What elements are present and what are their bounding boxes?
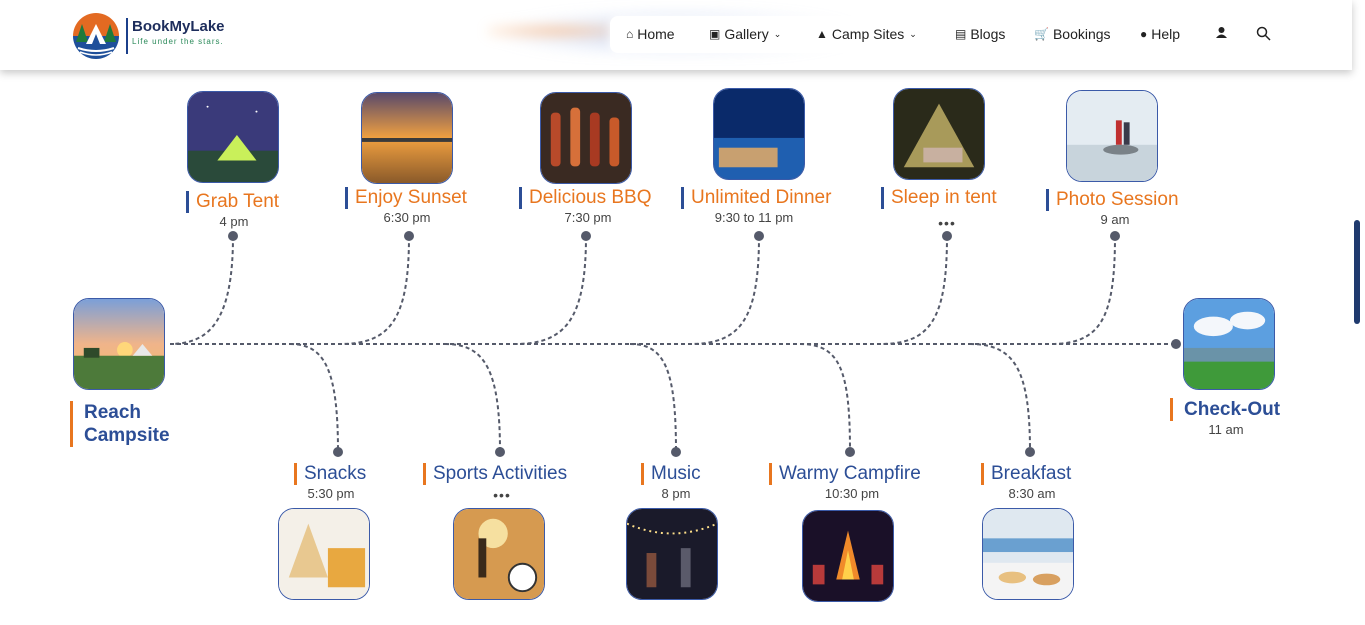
- snacks-image[interactable]: [278, 508, 370, 600]
- timeline-node: [404, 231, 414, 241]
- nav-camp-sites-label: Camp Sites: [831, 26, 905, 42]
- blog-icon: ▤: [955, 27, 967, 41]
- warmy-campfire-title: Warmy Campfire: [769, 463, 921, 485]
- grab-tent-image[interactable]: [187, 91, 279, 183]
- grab-tent-time: 4 pm: [219, 214, 249, 229]
- timeline-node: [581, 231, 591, 241]
- sandwich-photo-icon: [279, 509, 369, 599]
- check-out-label: Check-Out: [1170, 398, 1280, 421]
- timeline-node: [1025, 447, 1035, 457]
- timeline-node: [228, 231, 238, 241]
- account-button[interactable]: [1215, 26, 1228, 39]
- check-out-time: 11 am: [1208, 422, 1244, 437]
- nav-help[interactable]: ● Help: [1140, 26, 1180, 42]
- help-icon: ●: [1140, 27, 1148, 41]
- nav-gallery-label: Gallery: [724, 26, 769, 42]
- chevron-down-icon: ⌄: [773, 28, 782, 39]
- nav-blogs[interactable]: ▤ Blogs: [955, 26, 1005, 42]
- brand-tagline: Life under the stars.: [132, 37, 224, 46]
- reach-campsite-image[interactable]: [73, 298, 165, 390]
- nav-bookings[interactable]: 🛒 Bookings: [1034, 26, 1111, 42]
- breakfast-photo-icon: [983, 509, 1073, 599]
- snacks-time: 5:30 pm: [307, 486, 355, 501]
- nav-help-label: Help: [1151, 26, 1181, 42]
- delicious-bbq-image[interactable]: [540, 92, 632, 184]
- sports-activities-title: Sports Activities: [423, 463, 567, 485]
- logo-emblem-icon: [71, 11, 121, 61]
- unlimited-dinner-time: 9:30 to 11 pm: [714, 210, 794, 225]
- tent-inside-photo-icon: [894, 89, 984, 179]
- photo-session-icon: [1067, 91, 1157, 181]
- timeline-node: [671, 447, 681, 457]
- sunset-photo-icon: [362, 93, 452, 183]
- timeline-node: [942, 231, 952, 241]
- nav-home[interactable]: ⌂ Home: [626, 26, 675, 42]
- cart-icon: 🛒: [1034, 27, 1049, 41]
- breakfast-title: Breakfast: [981, 463, 1071, 485]
- photo-session-title: Photo Session: [1046, 189, 1179, 211]
- nav-bookings-label: Bookings: [1052, 26, 1111, 42]
- page-scrollbar-thumb[interactable]: [1354, 220, 1360, 324]
- bbq-photo-icon: [541, 93, 631, 183]
- music-image[interactable]: [626, 508, 718, 600]
- unlimited-dinner-image[interactable]: [713, 88, 805, 180]
- music-title: Music: [641, 463, 701, 485]
- enjoy-sunset-title: Enjoy Sunset: [345, 187, 467, 209]
- enjoy-sunset-image[interactable]: [361, 92, 453, 184]
- grab-tent-title: Grab Tent: [186, 191, 279, 213]
- check-out-image[interactable]: [1183, 298, 1275, 390]
- brand-wordmark: BookMyLake Life under the stars.: [126, 18, 225, 54]
- brand-name: BookMyLake: [132, 18, 225, 35]
- dinner-photo-icon: [714, 89, 804, 179]
- sleep-in-tent-image[interactable]: [893, 88, 985, 180]
- site-header: BookMyLake Life under the stars. ⌂ Home …: [0, 0, 1352, 70]
- enjoy-sunset-time: 6:30 pm: [383, 210, 431, 225]
- sleep-in-tent-more: •••: [938, 215, 956, 231]
- tent-icon: ▲: [816, 27, 828, 41]
- delicious-bbq-time: 7:30 pm: [564, 210, 612, 225]
- sports-activities-more: •••: [493, 487, 511, 503]
- snacks-title: Snacks: [294, 463, 366, 485]
- sports-activities-image[interactable]: [453, 508, 545, 600]
- music-time: 8 pm: [661, 486, 691, 501]
- photo-session-time: 9 am: [1100, 212, 1130, 227]
- warmy-campfire-image[interactable]: [802, 510, 894, 602]
- breakfast-image[interactable]: [982, 508, 1074, 600]
- timeline-node: [333, 447, 343, 457]
- lake-view-photo-icon: [1184, 299, 1274, 389]
- campfire-photo-icon: [803, 511, 893, 601]
- tent-night-photo-icon: [188, 92, 278, 182]
- gallery-icon: ▣: [709, 27, 721, 41]
- timeline-node: [1110, 231, 1120, 241]
- home-icon: ⌂: [626, 27, 634, 41]
- breakfast-time: 8:30 am: [1008, 486, 1056, 501]
- search-icon: [1256, 26, 1271, 41]
- nav-camp-sites[interactable]: ▲ Camp Sites ⌄: [816, 26, 917, 42]
- nav-gallery[interactable]: ▣ Gallery ⌄: [709, 26, 781, 42]
- music-night-photo-icon: [627, 509, 717, 599]
- soccer-photo-icon: [454, 509, 544, 599]
- timeline-node: [1171, 339, 1181, 349]
- reach-campsite-label: Reach Campsite: [70, 401, 174, 447]
- search-button[interactable]: [1256, 26, 1271, 41]
- brand-logo[interactable]: BookMyLake Life under the stars.: [70, 10, 225, 62]
- chevron-down-icon: ⌄: [909, 28, 917, 39]
- campsite-photo-icon: [74, 299, 164, 389]
- nav-blogs-label: Blogs: [970, 26, 1006, 42]
- warmy-campfire-time: 10:30 pm: [824, 486, 880, 501]
- timeline-node: [845, 447, 855, 457]
- sleep-in-tent-title: Sleep in tent: [881, 187, 997, 209]
- timeline-node: [754, 231, 764, 241]
- user-icon: [1216, 27, 1227, 38]
- unlimited-dinner-title: Unlimited Dinner: [681, 187, 831, 209]
- photo-session-image[interactable]: [1066, 90, 1158, 182]
- timeline-node: [495, 447, 505, 457]
- nav-home-label: Home: [637, 26, 675, 42]
- delicious-bbq-title: Delicious BBQ: [519, 187, 652, 209]
- main-nav: ⌂ Home ▣ Gallery ⌄ ▲ Camp Sites ⌄ ▤ Blog…: [610, 16, 1286, 53]
